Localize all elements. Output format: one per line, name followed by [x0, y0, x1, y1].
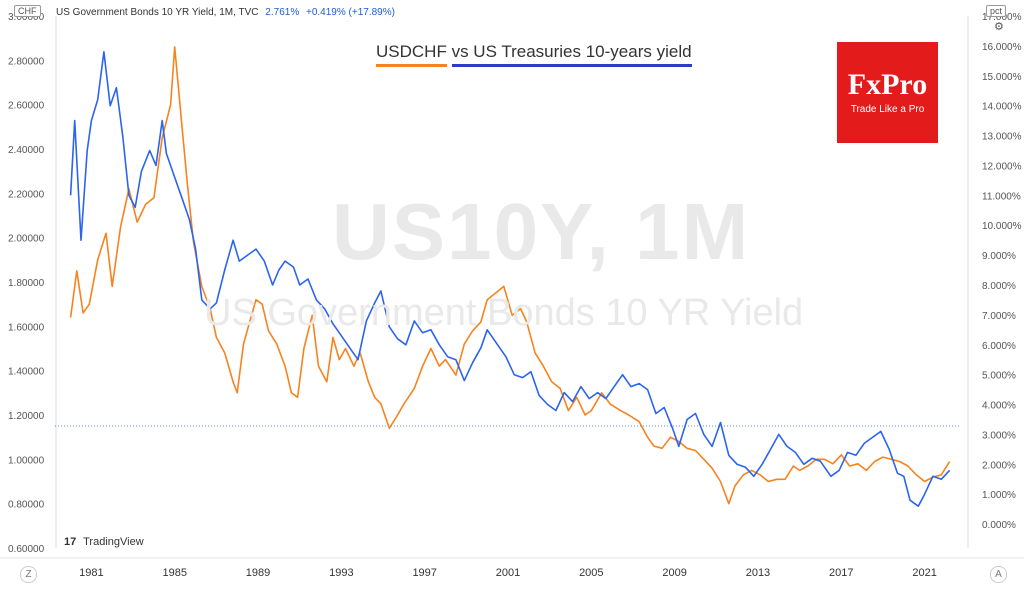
- auto-scale-button[interactable]: A: [990, 566, 1007, 583]
- logo-brand: FxPro: [847, 68, 928, 101]
- left-tick-label: 1.20000: [8, 411, 45, 422]
- x-axis-tick-labels: 1981 1985 1989 1993 1997 2001 2005 2009 2013 2017…: [79, 567, 937, 579]
- last-value: 2.761%: [265, 7, 300, 18]
- left-unit-label: CHF: [14, 5, 41, 17]
- right-tick-label: 15.000%: [982, 72, 1022, 83]
- x-tick-label: 1985: [162, 567, 186, 579]
- watermark-symbol: US10Y, 1M: [332, 187, 751, 276]
- right-tick-label: 1.000%: [982, 490, 1016, 501]
- headline-usdchf: USDCHF: [376, 42, 447, 67]
- right-tick-label: 16.000%: [982, 42, 1022, 53]
- series-line-us10y: [69, 51, 951, 508]
- chart-headline: USDCHF vs US Treasuries 10-years yield: [376, 42, 692, 67]
- x-tick-label: 2001: [496, 567, 520, 579]
- series-line-usdchf: [69, 46, 951, 505]
- right-tick-label: 0.000%: [982, 520, 1016, 531]
- fxpro-logo: FxPro Trade Like a Pro: [837, 42, 938, 143]
- x-tick-label: 2017: [829, 567, 853, 579]
- symbol-title: US Government Bonds 10 YR Yield, 1M, TVC: [56, 7, 259, 18]
- change-value: +0.419% (+17.89%): [306, 7, 395, 18]
- grid-lines: [0, 16, 1024, 559]
- left-tick-label: 2.60000: [8, 101, 45, 112]
- left-tick-label: 3.00000: [8, 12, 45, 23]
- series-lines: [69, 46, 951, 508]
- x-tick-label: 2009: [662, 567, 686, 579]
- right-tick-label: 3.000%: [982, 430, 1016, 441]
- x-tick-label: 2021: [912, 567, 936, 579]
- left-tick-label: 1.40000: [8, 367, 45, 378]
- logo-tagline: Trade Like a Pro: [850, 104, 925, 115]
- left-tick-label: 2.20000: [8, 189, 45, 200]
- left-tick-label: 1.00000: [8, 455, 45, 466]
- left-tick-label: 2.40000: [8, 145, 45, 156]
- left-tick-label: 2.80000: [8, 56, 45, 67]
- x-tick-label: 2005: [579, 567, 603, 579]
- right-tick-label: 5.000%: [982, 371, 1016, 382]
- right-tick-label: 2.000%: [982, 460, 1016, 471]
- tradingview-attribution[interactable]: 17 TradingView: [64, 536, 144, 548]
- tradingview-label: TradingView: [83, 536, 144, 548]
- x-tick-label: 1989: [246, 567, 270, 579]
- watermark-description: US Government Bonds 10 YR Yield: [204, 292, 804, 334]
- left-tick-label: 2.00000: [8, 234, 45, 245]
- left-tick-label: 0.80000: [8, 500, 45, 511]
- right-tick-label: 11.000%: [982, 191, 1021, 202]
- right-tick-label: 10.000%: [982, 221, 1022, 232]
- headline-us10y: vs US Treasuries 10-years yield: [451, 42, 692, 67]
- right-tick-label: 17.000%: [982, 12, 1022, 23]
- zoom-button[interactable]: Z: [20, 566, 37, 583]
- right-tick-label: 8.000%: [982, 281, 1016, 292]
- right-tick-label: 6.000%: [982, 341, 1016, 352]
- settings-gear-icon[interactable]: ⚙: [994, 21, 1004, 33]
- right-tick-label: 9.000%: [982, 251, 1016, 262]
- right-unit-label: pct: [986, 5, 1007, 17]
- right-tick-label: 13.000%: [982, 132, 1022, 143]
- x-tick-label: 1993: [329, 567, 353, 579]
- left-tick-label: 0.60000: [8, 544, 45, 555]
- right-tick-label: 7.000%: [982, 311, 1016, 322]
- right-axis-tick-labels: 0.000% 1.000% 2.000% 3.000% 4.000% 5.000% 6.00…: [982, 12, 1022, 531]
- left-axis-tick-labels: 0.60000 0.80000 1.00000 1.20000 1.40000 1.600…: [8, 12, 45, 555]
- right-tick-label: 12.000%: [982, 161, 1022, 172]
- x-tick-label: 2013: [746, 567, 770, 579]
- right-tick-label: 14.000%: [982, 102, 1022, 113]
- x-tick-label: 1997: [412, 567, 436, 579]
- chart-header: US Government Bonds 10 YR Yield, 1M, TVC…: [56, 7, 395, 18]
- tradingview-logo-icon: 17: [64, 536, 77, 548]
- left-tick-label: 1.80000: [8, 278, 45, 289]
- x-tick-label: 1981: [79, 567, 103, 579]
- left-tick-label: 1.60000: [8, 322, 45, 333]
- right-tick-label: 4.000%: [982, 401, 1016, 412]
